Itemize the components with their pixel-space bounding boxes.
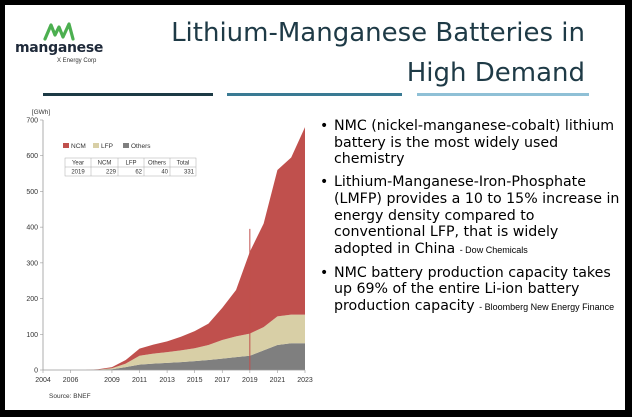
table-header: Total [177, 161, 190, 167]
table-header: LFP [125, 161, 136, 167]
bullet-dot-icon: • [320, 264, 329, 281]
legend-label-ncm: NCM [71, 143, 86, 150]
x-tick-label: 2015 [187, 377, 203, 384]
table-cell: 62 [135, 170, 142, 176]
y-tick-label: 300 [26, 260, 38, 267]
table-cell: 331 [184, 170, 195, 176]
y-tick-label: 200 [26, 296, 38, 303]
legend-label-others: Others [131, 143, 151, 150]
legend-swatch-ncm [63, 143, 69, 148]
bullet-item: • NMC (nickel-manganese-cobalt) lithium b… [320, 118, 620, 168]
x-tick-label: 2017 [214, 377, 230, 384]
x-tick-label: 2004 [35, 377, 51, 384]
title-line-1: Lithium-Manganese Batteries in [171, 18, 585, 48]
page-title: Lithium-Manganese Batteries in High Dema… [125, 13, 585, 93]
y-tick-label: 600 [26, 153, 38, 160]
legend-label-lfp: LFP [101, 143, 113, 150]
bullet-text: NMC battery production capacity takes up… [334, 264, 611, 315]
chart-source: Source: BNEF [49, 393, 91, 400]
divider-rule-dark [43, 93, 213, 96]
y-tick-label: 100 [26, 332, 38, 339]
legend-swatch-others [123, 143, 129, 148]
battery-capacity-chart: [GWh] 0 100 200 300 400 500 600 700 2004 2006 2009 2… [26, 109, 313, 400]
y-tick-label: 0 [34, 368, 38, 375]
bullet-dot-icon: • [320, 118, 329, 134]
x-tick-label: 2011 [132, 377, 147, 384]
bullet-dot-icon: • [320, 174, 329, 191]
area-series-others [43, 343, 305, 370]
table-cell: 2019 [71, 170, 85, 176]
divider-rule-teal [227, 93, 402, 96]
logo-name: manganese [15, 40, 104, 56]
x-tick-label: 2013 [159, 377, 175, 384]
divider-rule-light [417, 93, 589, 96]
bullet-source: - Dow Chemicals [459, 244, 528, 255]
area-series-lfp [43, 314, 305, 370]
x-tick-label: 2019 [242, 377, 258, 384]
y-tick-label: 400 [26, 225, 38, 232]
logo-subtitle: X Energy Corp [57, 58, 97, 64]
table-cell: 40 [161, 170, 168, 176]
bullet-list: • NMC (nickel-manganese-cobalt) lithium b… [320, 118, 620, 322]
legend-swatch-lfp [93, 143, 99, 148]
x-tick-label: 2009 [104, 377, 120, 384]
logo-mark-icon [43, 22, 75, 41]
y-tick-label: 700 [26, 118, 38, 125]
bullet-source: - Bloomberg New Energy Finance [479, 302, 615, 313]
title-line-2: High Demand [406, 58, 585, 88]
bullet-item: • NMC battery production capacity takes u… [320, 265, 620, 316]
table-cell: 229 [106, 170, 117, 176]
x-tick-label: 2023 [297, 377, 313, 384]
bullet-text: NMC (nickel-manganese-cobalt) lithium ba… [334, 118, 615, 168]
slide: manganese X Energy Corp Lithium-Manganes… [5, 5, 625, 410]
y-tick-label: 500 [26, 189, 38, 196]
table-header: NCM [98, 161, 112, 167]
x-tick-label: 2006 [63, 377, 79, 384]
bullet-text: Lithium-Manganese-Iron-Phosphate (LMFP) … [334, 174, 620, 257]
table-header: Others [148, 161, 166, 167]
table-header: Year [72, 161, 84, 167]
bullet-item: • Lithium-Manganese-Iron-Phosphate (LMFP)… [320, 174, 620, 259]
x-tick-label: 2021 [270, 377, 286, 384]
y-unit-label: [GWh] [32, 109, 51, 116]
company-logo: manganese X Energy Corp [15, 21, 103, 71]
area-series-ncm [43, 127, 305, 370]
